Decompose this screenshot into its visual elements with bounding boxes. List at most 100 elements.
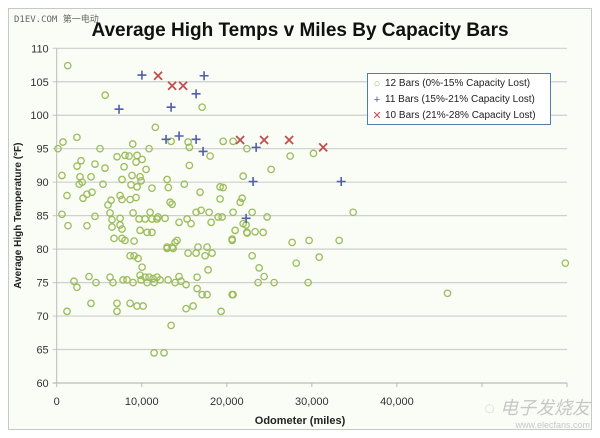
data-point xyxy=(113,152,121,161)
data-point xyxy=(248,251,256,260)
y-tick-label: 80 xyxy=(36,244,48,256)
y-tick-label: 95 xyxy=(36,144,48,156)
data-point xyxy=(185,161,194,170)
data-point xyxy=(161,214,169,223)
data-point xyxy=(193,273,201,282)
data-point xyxy=(175,272,183,281)
data-point xyxy=(130,237,138,245)
data-point xyxy=(116,221,124,229)
data-point xyxy=(156,276,164,284)
data-point xyxy=(255,264,263,272)
data-point xyxy=(161,134,171,144)
data-point xyxy=(128,140,137,148)
y-tick-label: 75 xyxy=(36,278,48,290)
data-point xyxy=(125,152,133,160)
data-point xyxy=(254,278,262,287)
watermark-logo: ◌ 电子发烧友 www.elecfans.com xyxy=(484,398,590,430)
data-point xyxy=(63,61,72,70)
data-point xyxy=(139,302,147,310)
data-point xyxy=(292,259,301,268)
data-point xyxy=(118,225,126,233)
data-point xyxy=(123,276,131,284)
series-x xyxy=(153,71,328,153)
data-point xyxy=(164,276,172,284)
data-point xyxy=(58,210,66,219)
data-point xyxy=(309,149,318,158)
circle-marker-icon: ○ xyxy=(373,78,381,90)
data-point xyxy=(118,175,126,184)
watermark-text: D1EV.COM 第一电动 xyxy=(14,15,99,25)
data-point xyxy=(336,177,346,187)
y-axis-label: Average High Temperature (°F) xyxy=(13,143,24,289)
data-point xyxy=(189,302,197,310)
data-point xyxy=(83,221,91,230)
data-point xyxy=(153,71,163,81)
data-point xyxy=(133,183,141,191)
data-point xyxy=(101,164,109,172)
data-point xyxy=(107,196,115,205)
data-point xyxy=(251,227,259,236)
data-point xyxy=(235,135,245,145)
data-point xyxy=(126,299,134,308)
data-point xyxy=(91,160,99,168)
data-point xyxy=(349,208,358,217)
data-point xyxy=(166,102,176,112)
data-point xyxy=(267,165,275,174)
x-marker-icon: ✕ xyxy=(372,110,382,122)
y-tick-label: 90 xyxy=(36,177,48,189)
data-point xyxy=(251,142,261,152)
data-point xyxy=(182,280,190,289)
data-point xyxy=(145,144,153,153)
data-point xyxy=(169,244,177,253)
data-point xyxy=(304,278,312,287)
data-point xyxy=(184,249,192,257)
data-point xyxy=(203,243,211,251)
data-point xyxy=(207,218,216,227)
data-point xyxy=(192,249,200,257)
y-tick-label: 60 xyxy=(36,378,48,390)
series-circle xyxy=(54,61,570,357)
data-point xyxy=(87,172,95,181)
data-point xyxy=(216,195,224,203)
x-tick-label: 30,000 xyxy=(295,396,329,408)
data-point xyxy=(183,215,191,223)
legend-item-10-bars: ✕ 10 Bars (21%-28% Capacity Lost) xyxy=(372,108,550,124)
data-point xyxy=(318,142,328,153)
data-point xyxy=(132,193,140,202)
data-point xyxy=(63,307,71,316)
data-point xyxy=(168,243,176,251)
data-point xyxy=(92,278,100,287)
data-point xyxy=(110,234,118,243)
data-point xyxy=(101,91,110,100)
data-point xyxy=(236,198,245,207)
data-point xyxy=(149,274,157,283)
data-point xyxy=(134,254,142,263)
data-point xyxy=(288,238,296,247)
data-point xyxy=(114,104,124,114)
data-point xyxy=(148,228,156,237)
data-point xyxy=(138,155,146,164)
legend-item-12-bars: ○ 12 Bars (0%-15% Capacity Lost) xyxy=(372,76,550,92)
data-point xyxy=(243,144,251,153)
data-point xyxy=(120,162,128,171)
data-point xyxy=(219,183,227,192)
data-point xyxy=(77,156,85,165)
data-point xyxy=(219,137,227,146)
data-point xyxy=(206,152,214,160)
legend: ○ 12 Bars (0%-15% Capacity Lost) + 11 Ba… xyxy=(367,73,551,125)
data-point xyxy=(164,183,173,192)
data-point xyxy=(116,191,124,200)
data-point xyxy=(167,137,175,146)
data-point xyxy=(218,213,226,221)
y-tick-label: 65 xyxy=(36,345,48,357)
data-point xyxy=(154,213,162,221)
data-point xyxy=(201,251,209,260)
data-point xyxy=(241,213,251,223)
legend-label: 10 Bars (21%-28% Capacity Lost) xyxy=(385,110,536,121)
data-point xyxy=(238,194,246,203)
data-point xyxy=(243,229,251,237)
data-point xyxy=(137,276,145,284)
data-point xyxy=(73,283,81,292)
data-point xyxy=(143,278,151,287)
